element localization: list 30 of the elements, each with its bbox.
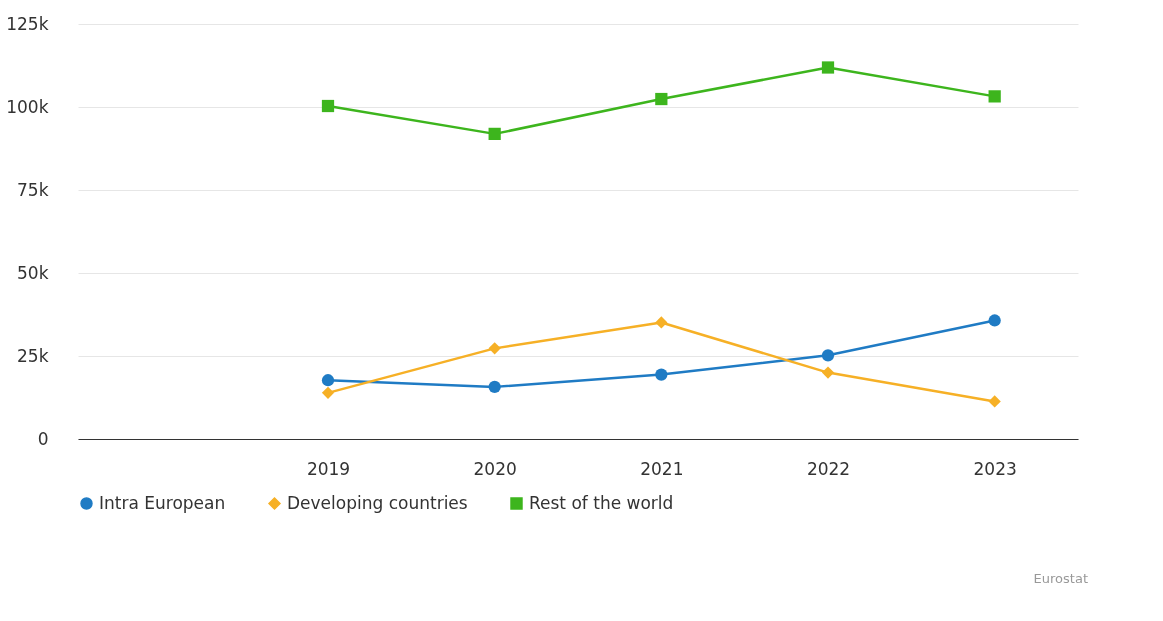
y-tick-label: 0 [37,428,49,449]
y-tick-label: 25k [17,345,49,366]
point [488,127,501,141]
point [988,90,1001,103]
point [655,316,668,329]
legend-label: Rest of the world [529,492,674,513]
y-tick-label: 75k [17,179,49,200]
point [488,342,501,355]
y-tick-label: 100k [6,96,49,117]
point [488,380,501,393]
legend-label: Intra European [99,492,226,513]
x-tick-label: 2022 [806,458,851,479]
point [988,314,1001,327]
point [321,386,335,399]
point [321,99,335,113]
point [321,374,335,387]
point [821,366,835,379]
x-tick-label: 2020 [473,458,517,479]
x-tick-label: 2021 [640,458,684,479]
point [821,61,835,74]
y-tick-label: 125k [6,13,49,34]
point [821,349,835,362]
point [988,395,1001,408]
x-tick-label: 2023 [973,458,1017,479]
point [655,92,668,106]
text: Eurostat [1033,571,1088,586]
x-tick-label: 2019 [306,458,351,479]
y-tick-label: 50k [17,262,49,283]
point [655,368,668,381]
legend-label: Developing countries [287,492,468,513]
